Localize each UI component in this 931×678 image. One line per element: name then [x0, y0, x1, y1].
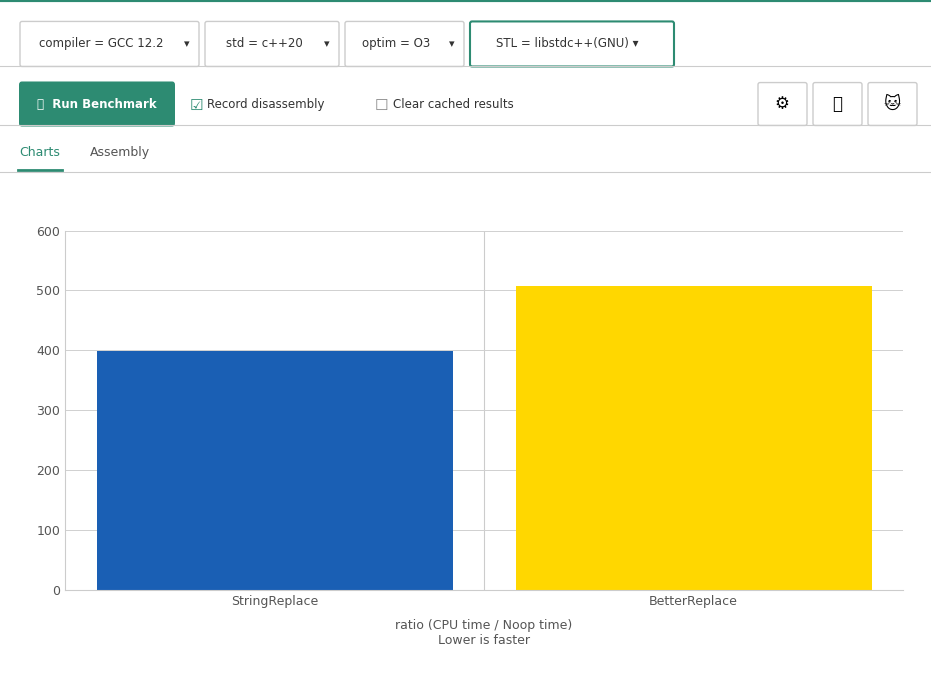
- Text: STL = libstdc++(GNU) ▾: STL = libstdc++(GNU) ▾: [495, 37, 639, 50]
- Text: compiler = GCC 12.2: compiler = GCC 12.2: [39, 37, 164, 50]
- FancyBboxPatch shape: [758, 83, 807, 125]
- FancyBboxPatch shape: [20, 22, 199, 66]
- Text: 🐱: 🐱: [884, 95, 900, 113]
- X-axis label: ratio (CPU time / Noop time)
Lower is faster: ratio (CPU time / Noop time) Lower is fa…: [396, 619, 573, 647]
- Text: ⏻  Run Benchmark: ⏻ Run Benchmark: [37, 98, 156, 111]
- FancyBboxPatch shape: [205, 22, 339, 66]
- Text: std = c++20: std = c++20: [225, 37, 303, 50]
- FancyBboxPatch shape: [345, 22, 464, 66]
- Text: Charts: Charts: [20, 146, 61, 159]
- Text: optim = O3: optim = O3: [362, 37, 431, 50]
- Text: 🔍: 🔍: [832, 95, 842, 113]
- FancyBboxPatch shape: [470, 22, 674, 66]
- Text: ▾: ▾: [449, 39, 455, 49]
- Text: ☐: ☐: [375, 98, 388, 113]
- FancyBboxPatch shape: [813, 83, 862, 125]
- Bar: [516, 286, 871, 590]
- Text: ☑: ☑: [190, 98, 204, 113]
- Text: Assembly: Assembly: [90, 146, 150, 159]
- Text: Clear cached results: Clear cached results: [393, 98, 514, 111]
- Text: ⚙: ⚙: [775, 95, 789, 113]
- FancyBboxPatch shape: [19, 81, 175, 127]
- Text: Record disassembly: Record disassembly: [207, 98, 325, 111]
- Bar: [97, 351, 452, 590]
- Text: ▾: ▾: [184, 39, 190, 49]
- FancyBboxPatch shape: [868, 83, 917, 125]
- Text: ▾: ▾: [324, 39, 330, 49]
